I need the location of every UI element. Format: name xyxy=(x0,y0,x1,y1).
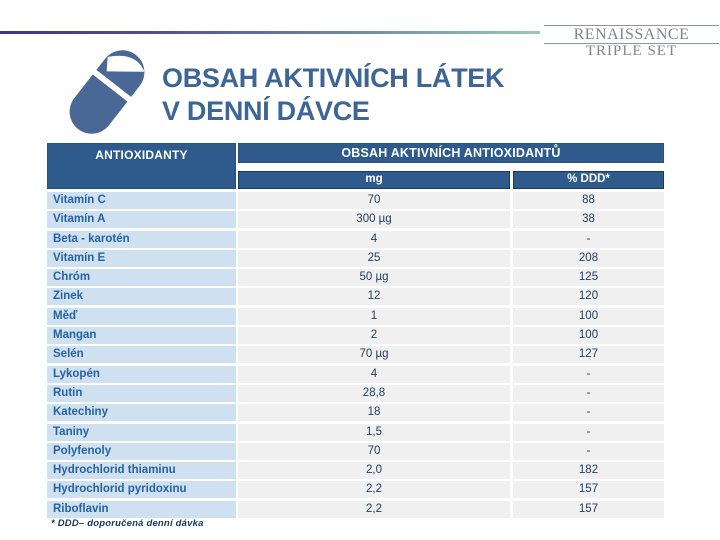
row-mg-value: 70 µg xyxy=(238,346,510,364)
row-ddd-value: - xyxy=(513,404,664,422)
table-row: Riboflavin 2,2 157 xyxy=(47,500,664,518)
row-ddd-value: 100 xyxy=(513,307,664,325)
table-row: Selén 70 µg 127 xyxy=(47,346,664,364)
table-row: Chróm 50 µg 125 xyxy=(47,269,664,287)
table-row: Polyfenoly 70 - xyxy=(47,442,664,460)
row-mg-value: 2,2 xyxy=(238,500,510,518)
row-mg-value: 2,2 xyxy=(238,481,510,499)
row-ddd-value: - xyxy=(513,230,664,248)
pill-capsule-icon xyxy=(55,42,155,137)
row-ddd-value: - xyxy=(513,384,664,402)
row-mg-value: 50 µg xyxy=(238,269,510,287)
table-row: Vitamín E 25 208 xyxy=(47,249,664,267)
row-mg-value: 28,8 xyxy=(238,384,510,402)
row-ddd-value: 182 xyxy=(513,462,664,480)
row-mg-value: 1 xyxy=(238,307,510,325)
row-ddd-value: 125 xyxy=(513,269,664,287)
row-label: Beta - karotén xyxy=(47,230,236,248)
row-ddd-value: - xyxy=(513,442,664,460)
row-label: Rutin xyxy=(47,384,236,402)
table-row: Lykopén 4 - xyxy=(47,365,664,383)
row-label: Vitamín E xyxy=(47,249,236,267)
row-ddd-value: - xyxy=(513,423,664,441)
row-label: Taniny xyxy=(47,423,236,441)
table-header-right: OBSAH AKTIVNÍCH ANTIOXIDANTŮ mg % DDD* xyxy=(238,143,664,189)
row-label: Katechiny xyxy=(47,404,236,422)
row-mg-value: 4 xyxy=(238,230,510,248)
table-row: Hydrochlorid thiaminu 2,0 182 xyxy=(47,462,664,480)
row-ddd-value: 208 xyxy=(513,249,664,267)
row-label: Polyfenoly xyxy=(47,442,236,460)
row-ddd-value: 120 xyxy=(513,288,664,306)
sub-header-mg: mg xyxy=(238,171,510,189)
row-mg-value: 2,0 xyxy=(238,462,510,480)
table-body: Vitamín C 70 88 Vitamín A 300 µg 38 Beta… xyxy=(47,192,664,518)
row-mg-value: 4 xyxy=(238,365,510,383)
row-label: Zinek xyxy=(47,288,236,306)
brand-name: RENAISSANCE xyxy=(544,25,719,43)
table-row: Katechiny 18 - xyxy=(47,404,664,422)
antioxidants-table: ANTIOXIDANTY OBSAH AKTIVNÍCH ANTIOXIDANT… xyxy=(47,143,664,518)
row-label: Vitamín C xyxy=(47,192,236,209)
header-spacer xyxy=(238,163,664,171)
row-label: Vitamín A xyxy=(47,211,236,229)
row-mg-value: 70 xyxy=(238,192,510,209)
row-label: Hydrochlorid thiaminu xyxy=(47,462,236,480)
page-title-line1: OBSAH AKTIVNÍCH LÁTEK xyxy=(162,63,505,93)
sub-header-row: mg % DDD* xyxy=(238,171,664,189)
row-label: Riboflavin xyxy=(47,500,236,518)
row-mg-value: 2 xyxy=(238,327,510,345)
brand-subname: TRIPLE SET xyxy=(544,43,719,59)
row-label: Hydrochlorid pyridoxinu xyxy=(47,481,236,499)
row-ddd-value: 157 xyxy=(513,500,664,518)
table-row: Vitamín C 70 88 xyxy=(47,192,664,209)
page-title: OBSAH AKTIVNÍCH LÁTEK V DENNÍ DÁVCE xyxy=(162,62,505,128)
table-row: Zinek 12 120 xyxy=(47,288,664,306)
footnote: * DDD– doporučená denní dávka xyxy=(51,518,204,529)
table-header: ANTIOXIDANTY OBSAH AKTIVNÍCH ANTIOXIDANT… xyxy=(47,143,664,189)
table-row: Beta - karotén 4 - xyxy=(47,230,664,248)
row-label: Mangan xyxy=(47,327,236,345)
row-mg-value: 18 xyxy=(238,404,510,422)
row-label: Selén xyxy=(47,346,236,364)
top-divider-rule xyxy=(0,31,540,34)
row-mg-value: 25 xyxy=(238,249,510,267)
table-row: Mangan 2 100 xyxy=(47,327,664,345)
row-ddd-value: 127 xyxy=(513,346,664,364)
table-row: Rutin 28,8 - xyxy=(47,384,664,402)
table-row: Taniny 1,5 - xyxy=(47,423,664,441)
column-header-antioxidanty: ANTIOXIDANTY xyxy=(47,143,236,189)
table-row: Vitamín A 300 µg 38 xyxy=(47,211,664,229)
sub-header-ddd: % DDD* xyxy=(513,171,664,189)
row-label: Lykopén xyxy=(47,365,236,383)
brand-logo: RENAISSANCE TRIPLE SET xyxy=(544,25,719,59)
row-ddd-value: 100 xyxy=(513,327,664,345)
row-mg-value: 1,5 xyxy=(238,423,510,441)
row-mg-value: 300 µg xyxy=(238,211,510,229)
table-row: Hydrochlorid pyridoxinu 2,2 157 xyxy=(47,481,664,499)
table-row: Měď 1 100 xyxy=(47,307,664,325)
row-mg-value: 70 xyxy=(238,442,510,460)
row-ddd-value: - xyxy=(513,365,664,383)
row-mg-value: 12 xyxy=(238,288,510,306)
page-title-line2: V DENNÍ DÁVCE xyxy=(162,96,370,126)
group-header-obsah: OBSAH AKTIVNÍCH ANTIOXIDANTŮ xyxy=(238,143,664,163)
row-label: Měď xyxy=(47,307,236,325)
row-label: Chróm xyxy=(47,269,236,287)
row-ddd-value: 38 xyxy=(513,211,664,229)
row-ddd-value: 157 xyxy=(513,481,664,499)
row-ddd-value: 88 xyxy=(513,192,664,209)
